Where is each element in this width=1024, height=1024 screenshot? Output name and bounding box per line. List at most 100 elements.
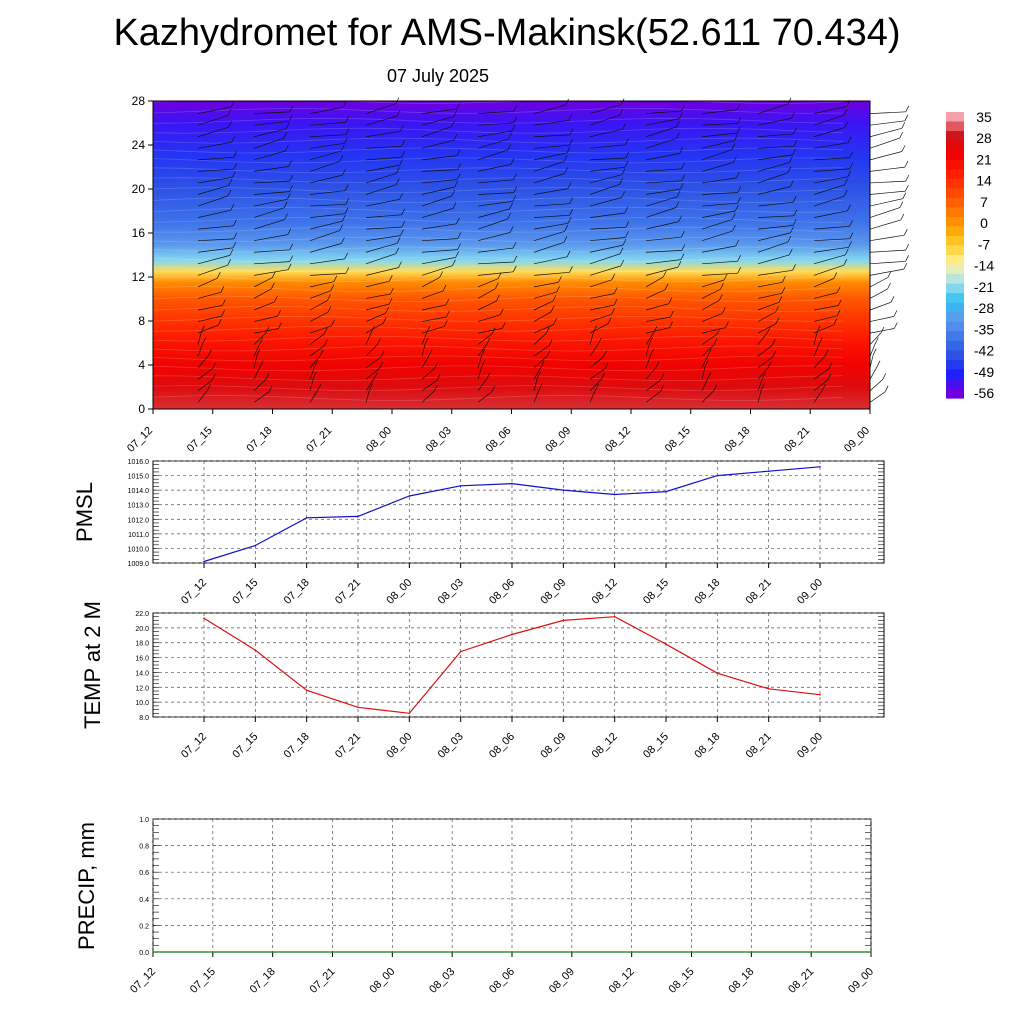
wind-barb [813,195,845,207]
wind-barb [645,118,680,126]
wind-barb-flag [390,287,394,295]
wind-barb [253,328,279,334]
wind-barb-flag [849,232,854,239]
wind-barb-flag [847,136,852,143]
wind-barb [477,300,497,311]
wind-barb-flag [721,307,726,314]
wind-barb [477,278,499,288]
wind-barb-flag [707,372,712,379]
data-point [271,951,274,953]
wind-barb [253,391,270,403]
wind-barb [757,332,768,345]
data-point [665,490,667,493]
wind-barb [421,331,428,345]
wind-barb-flag [901,145,906,152]
wind-barb [365,303,390,311]
colorbar-label: -35 [974,321,994,337]
y-tick-label: 1016.0 [128,459,150,466]
wind-barb [197,195,229,207]
wind-barb [365,115,398,126]
wind-barb [365,226,402,230]
wind-barb-flag [507,212,512,220]
contour-line [152,147,844,154]
wind-barb [757,225,794,230]
wind-barb [533,188,569,195]
x-tick-label: 08_09 [543,425,573,455]
y-tick-label: 20.0 [135,626,149,633]
wind-barb-flag [395,178,400,185]
y-tick-label: 1010.0 [128,546,150,553]
wind-barb-flag [790,226,794,234]
y-tick-label: 0.2 [139,923,149,930]
wind-barb-flag [847,170,852,177]
wind-barb [757,186,791,195]
wind-barb [309,142,345,149]
y-tick-label: 4 [138,358,145,372]
wind-barb [477,378,488,392]
wind-barb [309,273,346,276]
data-point [391,951,394,953]
wind-barb-flag [819,337,823,344]
contour-line [152,177,844,184]
wind-barb [757,201,794,207]
wind-barb [813,368,830,380]
contour-line [152,355,844,362]
wind-barb [253,261,290,265]
wind-barb-flag [597,337,602,345]
data-point [254,544,257,547]
wind-barb [253,249,290,253]
wind-barb-flag [284,213,288,220]
x-tick-label: 07_15 [188,966,218,996]
wind-barb [477,328,503,334]
wind-barb [421,390,435,403]
wind-barb-flag [569,209,574,216]
wind-barb [477,208,510,218]
wind-barb-flag [792,219,797,226]
wind-barb [253,120,290,126]
colorbar-segment [946,340,964,351]
wind-barb-flag [847,204,851,211]
wind-barb [645,250,682,253]
wind-barb [533,389,540,403]
data-point [810,951,812,953]
colorbar-segment [946,159,964,170]
wind-barb-flag [882,373,887,380]
wind-barb [421,238,458,242]
x-tick-label: 07_21 [333,731,363,761]
y-tick-label: 16.0 [135,656,149,663]
wind-barb [813,142,849,149]
data-point [716,672,719,674]
x-tick-label: 08_06 [487,577,517,607]
wind-barb-flag [737,186,742,193]
wind-barb-flag [563,236,568,243]
colorbar-segment [946,112,964,123]
wind-barb-flag [905,105,910,112]
x-tick-label: 07_18 [282,731,312,761]
x-tick-label: 08_12 [607,966,637,996]
wind-barb-flag [369,383,373,390]
wind-barb [309,377,314,391]
wind-barb [197,368,213,380]
wind-barb [421,179,458,184]
wind-barb-flag [734,134,738,141]
wind-barb-flag [844,248,849,256]
data-point [819,693,821,696]
wind-barb [645,391,661,403]
x-tick-label: 08_09 [547,966,577,996]
wind-barb-flag [456,149,461,156]
wind-barb-flag [789,156,793,163]
wind-barb-flag [681,162,685,169]
wind-barb-flag [675,120,680,128]
wind-barb [365,344,378,357]
x-tick-label: 07_21 [333,577,363,607]
wind-barb [589,174,623,184]
wind-barb [645,196,678,207]
wind-barb-flag [513,116,518,124]
wind-barb [589,356,604,369]
wind-barb [869,343,876,357]
wind-barb [197,115,229,126]
wind-barb-flag [398,261,402,268]
colorbar-segment [946,331,964,342]
wind-barb [421,265,453,276]
wind-barb-flag [288,160,292,167]
